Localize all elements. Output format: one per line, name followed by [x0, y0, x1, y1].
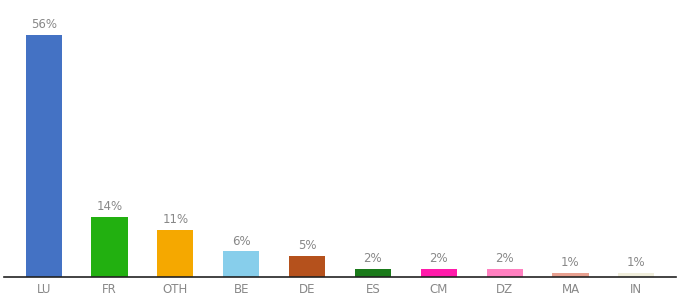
Text: 56%: 56%	[31, 18, 56, 31]
Bar	[26, 34, 62, 277]
Bar	[618, 273, 654, 277]
Text: 1%: 1%	[627, 256, 645, 269]
Text: 2%: 2%	[495, 252, 514, 265]
Bar	[486, 268, 523, 277]
Bar	[552, 273, 589, 277]
Text: 5%: 5%	[298, 239, 316, 252]
Bar	[289, 256, 325, 277]
Text: 1%: 1%	[561, 256, 580, 269]
Text: 6%: 6%	[232, 235, 250, 248]
Bar	[355, 268, 391, 277]
Text: 11%: 11%	[163, 213, 188, 226]
Text: 2%: 2%	[364, 252, 382, 265]
Text: 2%: 2%	[430, 252, 448, 265]
Bar	[91, 217, 128, 277]
Bar	[223, 251, 259, 277]
Text: 14%: 14%	[97, 200, 122, 213]
Bar	[421, 268, 457, 277]
Bar	[157, 230, 194, 277]
